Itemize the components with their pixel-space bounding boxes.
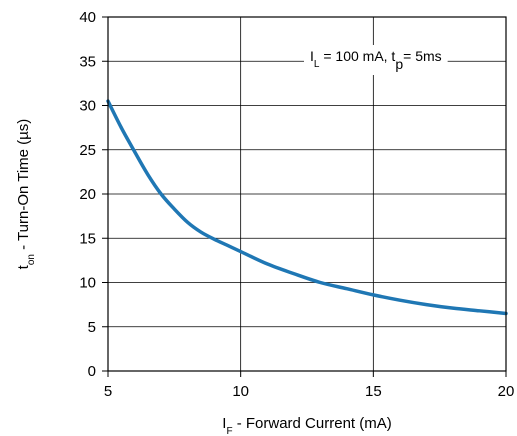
annotation-l-sub: L [314,59,320,70]
y-tick-label: 10 [79,275,96,292]
series-layer [106,99,508,316]
x-axis-title-main: I [222,415,226,432]
y-axis-title: ton - Turn-On Time (µs) [15,119,37,270]
test-condition-annotation: IL = 100 mA, tp= 5ms [310,48,442,72]
y-tick-label: 20 [79,186,96,203]
tick-marks [102,16,507,377]
y-axis-title-main: t [15,264,32,269]
y-tick-label: 15 [79,230,96,247]
annotation-end: = 5ms [403,48,442,64]
annotation-i: I [310,48,314,64]
y-tick-label: 25 [79,142,96,159]
x-tick-label: 10 [232,383,249,400]
annotation-p-sub: p [395,56,403,72]
grid-lines [108,17,506,371]
x-axis-title-rest: - Forward Current (mA) [233,415,392,432]
y-tick-label: 5 [88,319,96,336]
turn-on-time-curve [106,99,508,316]
y-tick-label: 30 [79,98,96,115]
x-axis-title-sub: F [226,426,232,436]
x-axis-title: IF - Forward Current (mA) [222,415,391,436]
annotation-mid: = 100 mA, t [319,48,395,64]
x-tick-label: 15 [365,383,382,400]
y-tick-label: 40 [79,9,96,26]
x-tick-label: 5 [104,383,112,400]
y-tick-label: 35 [79,53,96,70]
x-tick-label: 20 [498,383,515,400]
y-tick-label: 0 [88,363,96,380]
y-axis-title-rest: - Turn-On Time (µs) [15,119,32,254]
y-axis-title-sub: on [26,254,37,265]
annotation-background [304,45,448,75]
